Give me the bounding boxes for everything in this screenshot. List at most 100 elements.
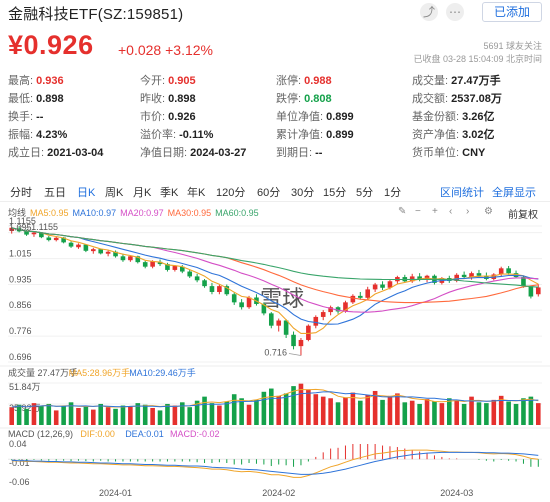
price-tick-label: 1.095: [9, 223, 32, 233]
candle-body: [90, 249, 96, 252]
volume-bar: [380, 399, 385, 425]
tab-period[interactable]: 120分: [216, 187, 246, 199]
tab-period[interactable]: 季K: [160, 187, 179, 199]
scroll-left-icon[interactable]: ‹: [449, 206, 453, 217]
volume-bar: [179, 402, 185, 425]
low-marker: [288, 353, 302, 356]
candle-body: [298, 339, 304, 347]
volume-bar: [276, 395, 282, 425]
draw-tool-icon[interactable]: ✎: [398, 206, 407, 217]
fullscreen-link[interactable]: 全屏显示: [492, 187, 536, 199]
stat-label: 涨停:: [276, 75, 302, 87]
price-tick-label: 1.015: [9, 249, 32, 259]
stat-item: 涨停: 0.988: [276, 72, 332, 88]
stat-label: 振幅:: [8, 129, 34, 141]
candle-body: [61, 237, 66, 243]
volume-bar: [306, 389, 311, 425]
volume-bar: [417, 403, 422, 425]
stat-value: --: [33, 111, 44, 123]
candle-body: [521, 277, 526, 287]
volume-bar: [454, 400, 460, 425]
tab-period[interactable]: 60分: [257, 187, 281, 199]
volume-bar: [506, 401, 511, 425]
tab-period[interactable]: 五日: [44, 187, 66, 199]
volume-bar: [439, 403, 445, 425]
stat-label: 货币单位:: [412, 147, 460, 159]
stat-item: 今开: 0.905: [140, 72, 196, 88]
stat-value: 0.988: [301, 75, 332, 87]
stat-label: 最高:: [8, 75, 34, 87]
follow-button[interactable]: 已添加: [482, 2, 542, 22]
volume-bar: [128, 406, 133, 425]
volume-bar: [68, 402, 74, 425]
tab-period[interactable]: 1分: [384, 187, 402, 199]
volume-bar: [446, 398, 452, 425]
ma-legend-item: MA10:0.97: [72, 208, 117, 218]
stat-item: 成交量: 27.47万手: [412, 72, 501, 88]
candle-body: [150, 261, 155, 267]
volume-legend-item: MA10:29.46万手: [129, 367, 196, 378]
stat-value: 27.47万手: [448, 75, 501, 87]
x-tick-label: 2024-01: [99, 488, 132, 498]
range-stats-link[interactable]: 区间统计: [440, 187, 484, 199]
tab-period[interactable]: 30分: [291, 187, 315, 199]
candle-body: [120, 256, 126, 261]
stat-label: 成交额:: [412, 93, 449, 105]
volume-bar: [283, 393, 289, 425]
volume-bar: [113, 408, 118, 425]
change-amount: +0.028: [118, 42, 162, 58]
stat-item: 成交额: 2537.08万: [412, 90, 502, 106]
candle-body: [217, 286, 222, 292]
candle-body: [343, 302, 348, 312]
stat-item: 资产净值: 3.02亿: [412, 126, 495, 142]
stat-item: 单位净值: 0.899: [276, 108, 354, 124]
volume-bar: [120, 405, 126, 425]
volume-bar: [187, 407, 193, 425]
candle-body: [350, 295, 356, 303]
more-icon[interactable]: ⋯: [446, 3, 464, 21]
candle-body: [172, 266, 178, 270]
price-tick-label: 0.696: [9, 352, 32, 362]
stat-value: --: [312, 147, 323, 159]
stat-item: 累计净值: 0.899: [276, 126, 354, 142]
volume-tick-label: 25.92万: [9, 403, 41, 413]
adjust-mode-select[interactable]: 前复权: [508, 210, 538, 221]
stat-label: 昨收:: [140, 93, 166, 105]
ma-legend: 均线 MA5:0.95 MA10:0.97 MA20:0.97 MA30:0.95 MA6…: [8, 206, 263, 219]
volume-bar: [402, 402, 408, 425]
stat-value: -0.11%: [176, 129, 214, 141]
volume-bar: [172, 405, 178, 425]
stat-value: 0.898: [165, 93, 196, 105]
tab-period[interactable]: 月K: [133, 187, 152, 199]
scroll-right-icon[interactable]: ›: [466, 206, 470, 217]
stat-value: 2024-03-27: [187, 147, 247, 159]
zoom-in-icon[interactable]: +: [432, 206, 438, 217]
tab-period[interactable]: 15分: [323, 187, 347, 199]
share-icon[interactable]: ⤴: [420, 3, 438, 21]
tab-active[interactable]: 日K: [77, 187, 96, 199]
stat-item: 货币单位: CNY: [412, 144, 485, 160]
tab-period[interactable]: 分时: [10, 187, 32, 199]
tab-period[interactable]: 5分: [356, 187, 374, 199]
candle-body: [409, 276, 415, 282]
macd-tick-label: 0.04: [9, 439, 27, 449]
volume-bar: [313, 394, 319, 425]
volume-bar: [150, 407, 155, 425]
volume-bar: [409, 400, 415, 425]
stat-value: 0.926: [165, 111, 196, 123]
settings-icon[interactable]: ⚙: [484, 206, 493, 217]
volume-legend-item: 成交量 27.47万手: [8, 367, 78, 378]
x-tick-label: 2024-02: [262, 488, 295, 498]
tab-period[interactable]: 年K: [187, 187, 206, 199]
tab-period[interactable]: 周K: [105, 187, 124, 199]
zoom-out-icon[interactable]: −: [415, 206, 421, 217]
stat-item: 到期日: --: [276, 144, 322, 160]
volume-bar: [291, 386, 296, 425]
candle-body: [476, 273, 482, 276]
volume-bar: [513, 403, 519, 425]
volume-bar: [424, 399, 430, 425]
volume-bar: [395, 393, 400, 425]
candle-body: [417, 276, 422, 280]
candle-body: [113, 251, 118, 257]
stat-label: 最低:: [8, 93, 34, 105]
